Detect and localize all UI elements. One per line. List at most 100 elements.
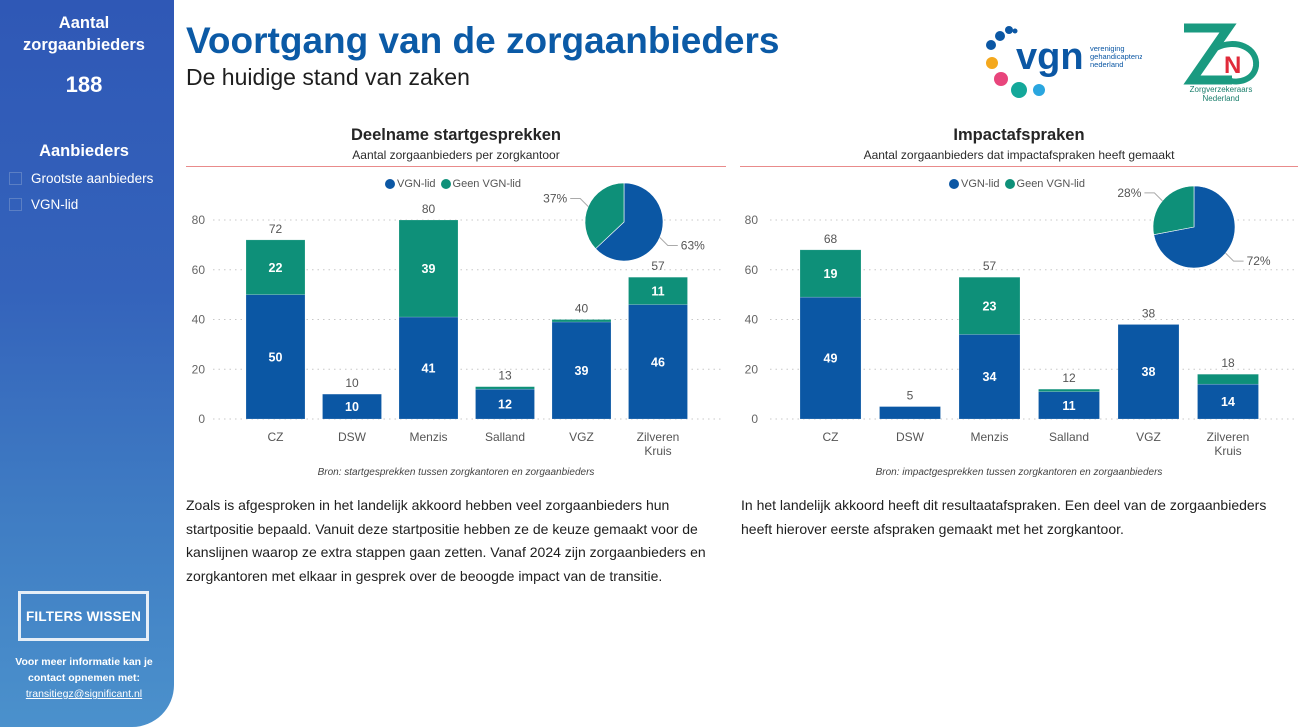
filter-title: Aanbieders — [39, 142, 129, 160]
vgn-logo: vgn vereniging gehandicaptenzorg nederla… — [986, 26, 1142, 98]
legend-item-vgn[interactable]: VGN-lid — [949, 178, 1000, 190]
bar-segment-vgn-lid — [1197, 383, 1259, 420]
y-tick-label: 40 — [745, 313, 759, 327]
pie-slice-geen-vgn-lid — [584, 182, 625, 250]
bar-segment-label: 49 — [824, 352, 838, 366]
y-tick-label: 40 — [192, 313, 206, 327]
checkbox-icon[interactable] — [9, 198, 22, 211]
x-category-label: Salland — [485, 430, 525, 444]
legend-item-geen-vgn[interactable]: Geen VGN-lid — [1004, 178, 1085, 190]
filter-label: Grootste aanbieders — [31, 171, 154, 186]
logo-dot — [1005, 26, 1013, 34]
legend-item-geen-vgn[interactable]: Geen VGN-lid — [440, 178, 521, 190]
x-category-label: Kruis — [1214, 444, 1241, 458]
chart-left-subtitle: Aantal zorgaanbieders per zorgkantoor — [352, 148, 560, 162]
bar-total-label: 12 — [1062, 371, 1076, 385]
chart-right-header: Impactafspraken Aantal zorgaanbieders da… — [740, 126, 1298, 162]
bar-segment-vgn-lid — [1117, 324, 1180, 420]
filter-vgn-member[interactable]: VGN-lid — [9, 197, 78, 212]
zn-logo-text: Zorgverzekeraars — [1190, 85, 1253, 94]
bar-segment-geen-vgn-lid — [958, 276, 1021, 335]
bar-segment-geen-vgn-lid — [475, 386, 535, 390]
contact-info: Voor meer informatie kan je contact opne… — [0, 654, 168, 702]
vgn-logo-text: vereniging — [1090, 44, 1125, 53]
bar-total-label: 57 — [651, 259, 665, 273]
pie-percent-label: 37% — [543, 192, 567, 206]
chart-left-header: Deelname startgesprekken Aantal zorgaanb… — [186, 126, 726, 162]
bar-segment-geen-vgn-lid — [799, 249, 862, 298]
pie-percent-label: 63% — [681, 238, 705, 252]
bar-segment-label: 12 — [498, 398, 512, 412]
pie-slice-vgn-lid — [1153, 185, 1236, 269]
pie-leader-line — [1144, 192, 1163, 202]
contact-info-line2: contact opnemen met: — [27, 672, 140, 684]
bar-segment-vgn-lid — [245, 294, 306, 420]
legend-label: VGN-lid — [397, 178, 436, 190]
text-right: In het landelijk akkoord heeft dit resul… — [741, 497, 1267, 537]
chart-left-source: Bron: startgesprekken tussen zorgkantore… — [317, 467, 595, 478]
x-category-label: Zilveren — [637, 430, 680, 444]
chart-left-legend: VGN-lid Geen VGN-lid — [385, 178, 526, 190]
y-tick-label: 0 — [198, 412, 205, 426]
bar-total-label: 5 — [907, 389, 914, 403]
logo-dot — [986, 40, 996, 50]
contact-info-line1: Voor meer informatie kan je — [15, 656, 153, 668]
bar-segment-vgn-lid — [628, 304, 688, 420]
bar-segment-geen-vgn-lid — [1197, 373, 1259, 385]
bar-segment-vgn-lid — [958, 334, 1021, 420]
pie-percent-label: 28% — [1117, 186, 1141, 200]
provider-count-value: 188 — [65, 72, 103, 97]
page-subtitle: De huidige stand van zaken — [186, 64, 470, 90]
bar-total-label: 57 — [983, 259, 997, 273]
chart-right-legend: VGN-lid Geen VGN-lid — [949, 178, 1090, 190]
chart-right-title: Impactafspraken — [953, 126, 1085, 144]
legend-dot-icon — [949, 179, 959, 189]
y-tick-label: 0 — [751, 412, 758, 426]
bar-segment-vgn-lid — [879, 406, 941, 420]
contact-email-link[interactable]: transitiegz@significant.nl — [25, 688, 143, 700]
zn-logo-z — [1183, 23, 1237, 85]
bar-segment-label: 41 — [422, 362, 436, 376]
chart-right-subtitle: Aantal zorgaanbieders dat impactafsprake… — [863, 148, 1175, 162]
bar-segment-label: 23 — [983, 299, 997, 313]
legend-item-vgn[interactable]: VGN-lid — [385, 178, 436, 190]
vgn-logo-text: gehandicaptenzorg — [1090, 52, 1142, 61]
chart-left-title: Deelname startgesprekken — [350, 126, 562, 144]
zn-logo: N Zorgverzekeraars Nederland — [1183, 23, 1260, 103]
bar-segment-label: 22 — [269, 261, 283, 275]
pie-leader-line — [659, 237, 678, 246]
zn-logo-curve — [1214, 41, 1260, 85]
y-tick-label: 20 — [192, 362, 206, 376]
logo-dot — [1033, 84, 1045, 96]
bar-segment-geen-vgn-lid — [245, 239, 306, 295]
pie-slice-geen-vgn-lid — [1152, 185, 1195, 236]
x-category-label: CZ — [268, 430, 284, 444]
bar-segment-vgn-lid — [398, 316, 459, 420]
logo-dot — [994, 72, 1008, 86]
bar-total-label: 72 — [269, 222, 283, 236]
bar-total-label: 18 — [1221, 356, 1235, 370]
bar-segment-vgn-lid — [1038, 391, 1100, 420]
y-tick-label: 60 — [192, 263, 206, 277]
logo-dot — [986, 57, 998, 69]
x-category-label: Salland — [1049, 430, 1089, 444]
y-tick-label: 80 — [192, 213, 206, 227]
zn-logo-text: Nederland — [1203, 94, 1240, 103]
legend-dot-icon — [385, 179, 395, 189]
provider-count-title-line2: zorgaanbieders — [23, 36, 145, 54]
y-tick-label: 20 — [745, 362, 759, 376]
legend-dot-icon — [440, 179, 451, 189]
x-category-label: Menzis — [409, 430, 447, 444]
bar-total-label: 68 — [824, 232, 838, 246]
logo-dot — [995, 31, 1005, 41]
filter-label: VGN-lid — [31, 197, 79, 212]
bar-total-label: 40 — [575, 302, 589, 316]
filter-largest-providers[interactable]: Grootste aanbieders — [9, 171, 153, 186]
clear-filters-button[interactable]: FILTERS WISSEN — [18, 591, 149, 641]
bar-segment-label: 11 — [651, 284, 664, 298]
text-left: Zoals is afgesproken in het landelijk ak… — [186, 497, 706, 584]
checkbox-icon[interactable] — [9, 172, 22, 185]
provider-count-title: Aantal zorgaanbieders — [0, 12, 168, 56]
bar-segment-label: 10 — [345, 400, 359, 414]
